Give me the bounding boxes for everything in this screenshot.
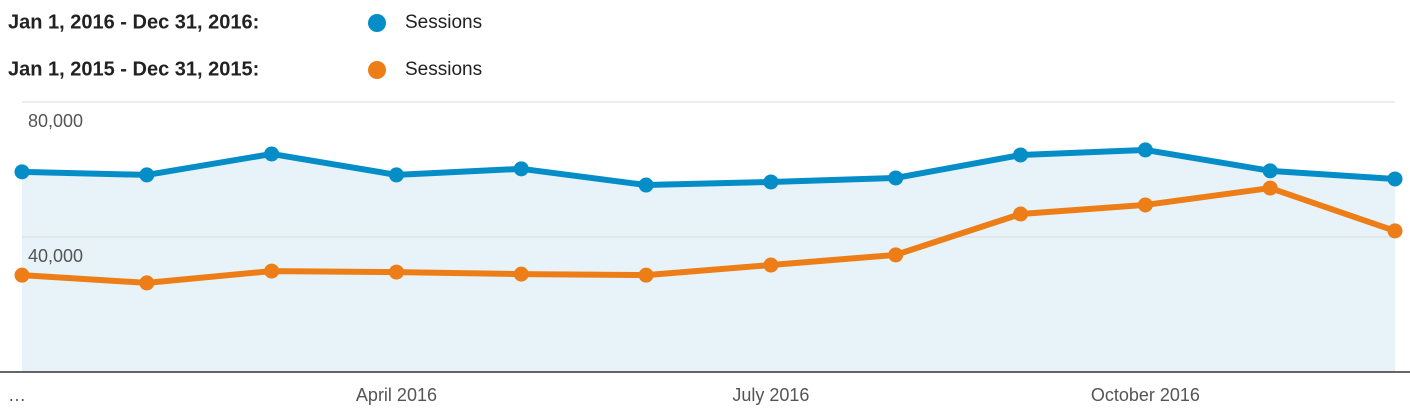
y-tick-label: 40,000 [28,246,83,266]
line [21,146,1396,189]
point [264,263,280,279]
x-tick-label: July 2016 [732,385,809,405]
point [264,146,280,162]
legend-period: Jan 1, 2016 - Dec 31, 2016: [8,11,259,33]
y-tick-label: 80,000 [28,111,83,131]
point [1013,206,1029,222]
point [139,275,155,291]
legend-label: Sessions [405,12,482,33]
point [763,174,779,190]
point [14,164,30,180]
point [888,247,904,263]
x-tick-label: … [8,385,26,405]
area [22,149,1395,372]
point [1137,197,1153,213]
legend-period: Jan 1, 2015 - Dec 31, 2015: [8,58,259,80]
point [638,267,654,283]
point [1013,147,1029,163]
point [139,167,155,183]
point [513,161,529,177]
point [638,177,654,193]
point [1262,180,1278,196]
legend-swatch [368,14,386,32]
point [1387,171,1403,187]
point [1262,163,1278,179]
point [1137,142,1153,158]
point [763,257,779,273]
point [14,267,30,283]
point [388,167,404,183]
point [888,170,904,186]
x-tick-label: October 2016 [1091,385,1200,405]
legend-label: Sessions [405,59,482,80]
legend-swatch [368,61,386,79]
point [388,264,404,280]
x-tick-label: April 2016 [356,385,437,405]
line [21,185,1396,286]
point [513,266,529,282]
point [1387,223,1403,239]
